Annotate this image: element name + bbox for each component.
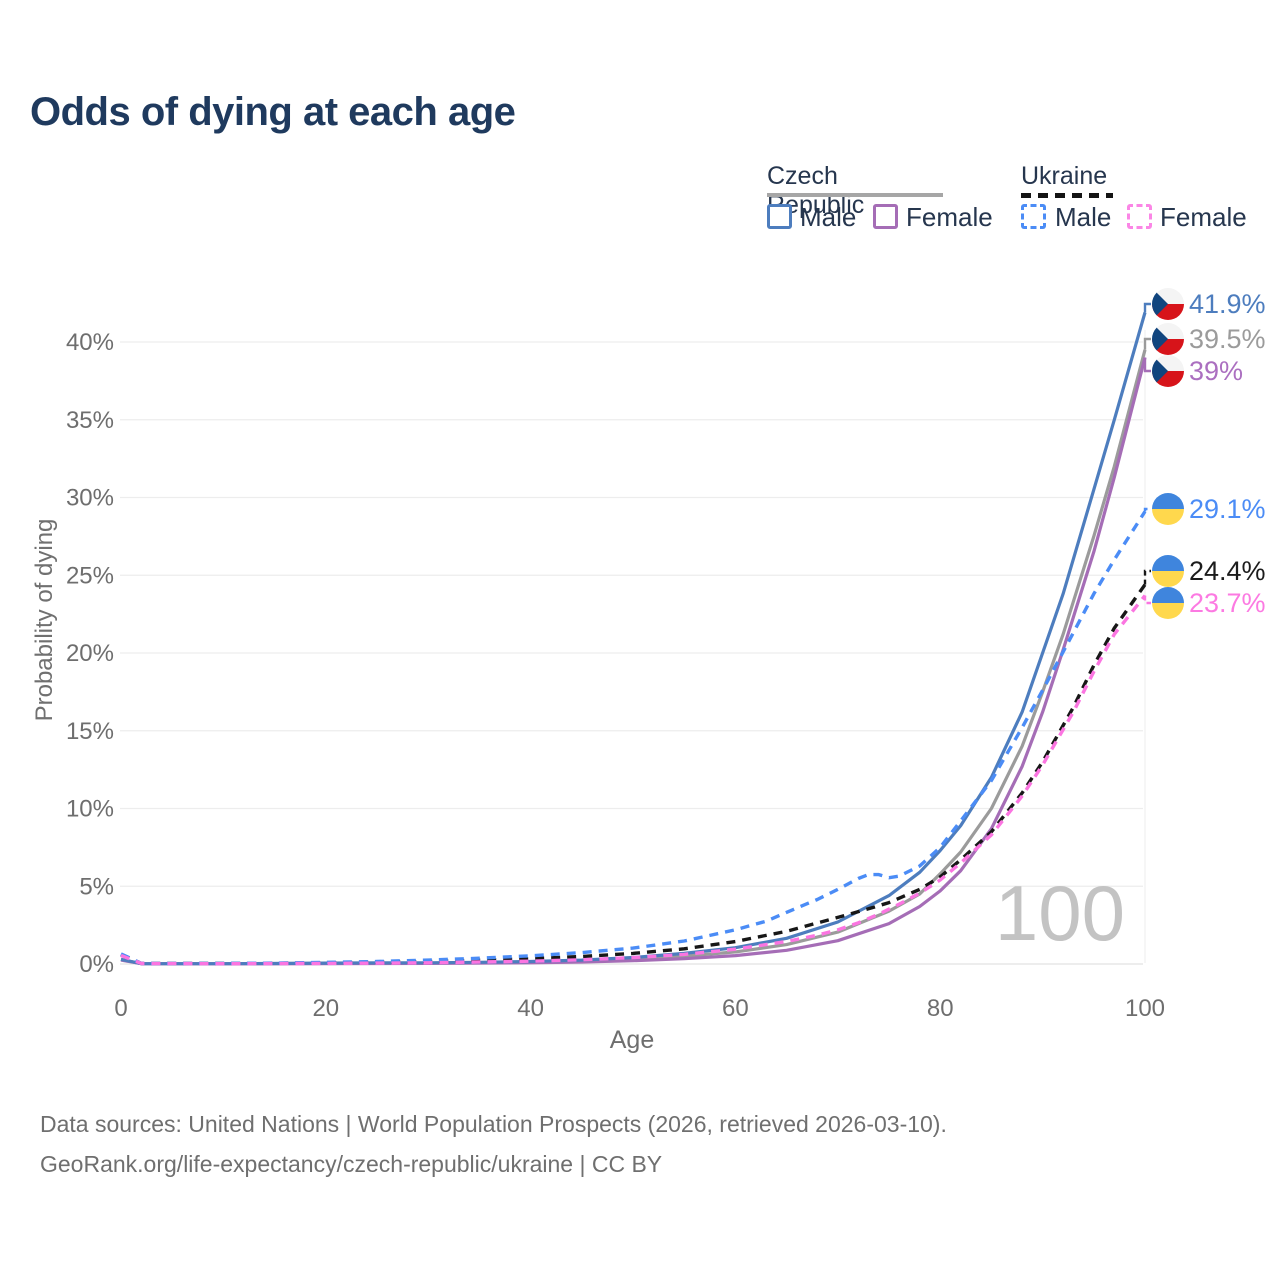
page-title: Odds of dying at each age: [30, 90, 516, 134]
legend-label-czech-male[interactable]: Male: [800, 202, 857, 232]
y-axis-title: Probability of dying: [31, 518, 58, 722]
y-tick-label: 25%: [66, 562, 114, 589]
end-connector-cz-male: [1143, 302, 1151, 313]
x-tick-label: 20: [312, 995, 339, 1022]
legend-underline-czech-solid: [767, 193, 943, 197]
legend-checkbox-czech-male[interactable]: [767, 204, 792, 229]
legend-label-ukraine-female[interactable]: Female: [1160, 202, 1247, 232]
x-tick-label: 0: [114, 995, 127, 1022]
age-watermark: 100: [994, 869, 1125, 957]
footer: Data sources: United Nations | World Pop…: [40, 1104, 947, 1184]
end-value-label-ua-male: 29.1%: [1189, 494, 1266, 524]
end-value-label-cz-male: 41.9%: [1189, 289, 1266, 319]
end-connector-ua-overall: [1143, 569, 1151, 585]
end-value-label-cz-overall: 39.5%: [1189, 324, 1266, 354]
legend-checkbox-ukraine-female[interactable]: [1127, 204, 1152, 229]
series-line-ua-female: [120, 594, 1147, 966]
end-value-label-ua-female: 23.7%: [1189, 588, 1266, 618]
legend-group-ukraine[interactable]: Ukraine: [1021, 162, 1108, 190]
y-tick-label: 15%: [66, 718, 114, 745]
y-tick-label: 35%: [66, 407, 114, 434]
series-line-cz-overall: [120, 349, 1147, 966]
end-connector-ua-male: [1143, 507, 1151, 512]
legend-checkbox-ukraine-male[interactable]: [1021, 204, 1046, 229]
series-line-cz-female: [120, 357, 1147, 966]
end-connector-cz-female: [1143, 357, 1151, 373]
flag-ukraine-icon: [1152, 493, 1184, 525]
end-connector-cz-overall: [1143, 337, 1151, 350]
flag-ukraine-icon: [1152, 587, 1184, 619]
flag-czech-republic-icon: [1152, 355, 1184, 387]
flag-ukraine-icon: [1152, 555, 1184, 587]
y-tick-label: 0%: [79, 951, 114, 978]
y-tick-label: 30%: [66, 485, 114, 512]
y-tick-label: 20%: [66, 640, 114, 667]
y-tick-label: 40%: [66, 329, 114, 356]
legend-checkbox-czech-female[interactable]: [873, 204, 898, 229]
footer-sources-line: Data sources: United Nations | World Pop…: [40, 1111, 947, 1137]
end-value-label-cz-female: 39%: [1189, 356, 1243, 386]
y-tick-label: 10%: [66, 796, 114, 823]
flag-czech-republic-icon: [1152, 323, 1184, 355]
legend-label-czech-female[interactable]: Female: [906, 202, 993, 232]
end-connector-ua-female: [1143, 595, 1151, 605]
x-tick-label: 60: [722, 995, 749, 1022]
end-value-label-ua-overall: 24.4%: [1189, 556, 1266, 586]
x-tick-label: 80: [927, 995, 954, 1022]
flag-czech-republic-icon: [1152, 288, 1184, 320]
footer-attribution-line: GeoRank.org/life-expectancy/czech-republ…: [40, 1151, 663, 1177]
legend-underline-ukraine-dashed: [1021, 193, 1113, 198]
legend-label-ukraine-male[interactable]: Male: [1055, 202, 1112, 232]
series-line-cz-male: [120, 312, 1147, 966]
x-tick-label: 40: [517, 995, 544, 1022]
series-line-ua-male: [120, 510, 1147, 966]
x-axis-title: Age: [609, 1026, 655, 1054]
y-tick-label: 5%: [79, 873, 114, 900]
x-tick-label: 100: [1125, 995, 1165, 1022]
